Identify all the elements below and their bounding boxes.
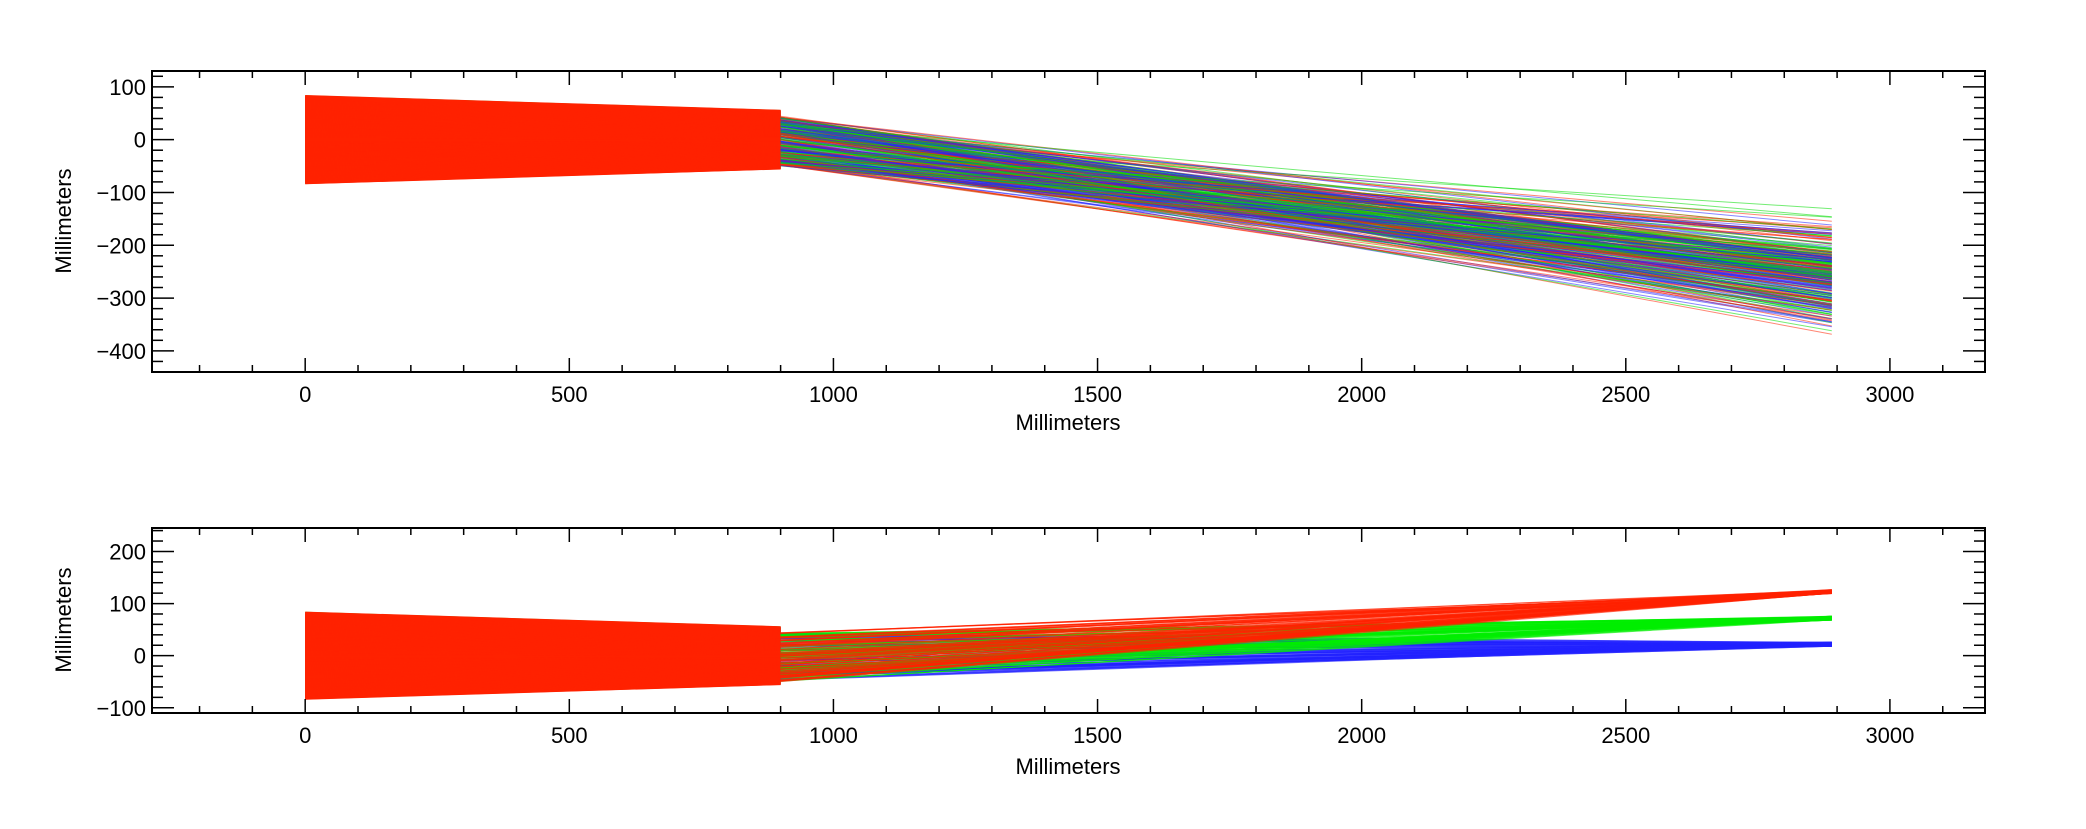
bottom-y-axis-title: Millimeters [51,567,76,672]
x-tick-label: 0 [299,382,311,407]
fan-line-green [780,138,1832,275]
x-tick-label: 2500 [1601,382,1650,407]
y-tick-label: 200 [109,539,146,564]
y-tick-label: −100 [96,696,146,721]
fan-line-green [780,151,1832,218]
fan-line-blue [780,161,1832,284]
x-tick-label: 2500 [1601,723,1650,748]
top-x-axis-title: Millimeters [1015,410,1120,435]
fan-line-red [780,592,1832,683]
fan-line-green [780,124,1832,218]
y-tick-label: 0 [134,128,146,153]
fan-line-red [780,591,1832,644]
fan-line-blue [780,125,1832,259]
x-tick-label: 1000 [809,723,858,748]
top-plot-frame [151,70,1986,373]
y-tick-label: −200 [96,233,146,258]
y-tick-label: −300 [96,286,146,311]
x-tick-label: 500 [551,382,588,407]
fan-line-red [780,589,1832,677]
bottom-ticks [152,528,1985,713]
fan-line-red [780,589,1832,661]
fan-line-green [780,120,1832,270]
fan-line-red [780,164,1832,306]
top-plot-area: 0 500 1000 1500 2000 2500 30001000−100−200−300… [96,70,1986,407]
x-tick-label: 1500 [1073,723,1122,748]
x-tick-label: 1000 [809,382,858,407]
x-tick-label: 2000 [1337,723,1386,748]
bundle-line-red [305,95,781,112]
top-panel: 0 500 1000 1500 2000 2500 30001000−100−200−300… [51,70,1986,435]
y-tick-label: −400 [96,339,146,364]
bundle-line-red [305,611,781,628]
fan-line-red [780,592,1832,677]
x-tick-label: 3000 [1865,723,1914,748]
fan-line-green [780,162,1832,255]
fan-line-green [780,619,1832,682]
fan-line-blue [780,117,1832,240]
fan-line-blue [780,165,1832,263]
x-tick-label: 2000 [1337,382,1386,407]
y-tick-label: 100 [109,75,146,100]
y-tick-label: 0 [134,644,146,669]
fan-line-red [780,156,1832,302]
x-tick-label: 500 [551,723,588,748]
bottom-x-axis-title: Millimeters [1015,754,1120,779]
fan-line-blue [780,134,1832,259]
y-tick-label: −100 [96,180,146,205]
top-lines-group [305,95,1832,335]
bottom-lines-group [305,589,1832,700]
fan-line-blue [780,129,1832,275]
x-tick-label: 3000 [1865,382,1914,407]
x-tick-label: 0 [299,723,311,748]
fan-line-blue [780,643,1832,681]
top-tick-labels: 0 500 1000 1500 2000 2500 30001000−100−200−300… [96,75,1914,407]
fan-line-blue [780,145,1832,299]
y-tick-label: 100 [109,592,146,617]
fan-line-red [780,592,1832,639]
fan-line-red [780,164,1832,311]
fan-line-blue [780,642,1832,681]
fan-line-green [780,148,1832,230]
x-tick-label: 1500 [1073,382,1122,407]
top-y-axis-title: Millimeters [51,168,76,273]
fan-line-red [780,133,1832,305]
bottom-plot-frame [151,527,1986,714]
fan-line-green [780,153,1832,284]
top-ticks [152,71,1985,373]
fan-line-red [780,589,1832,634]
